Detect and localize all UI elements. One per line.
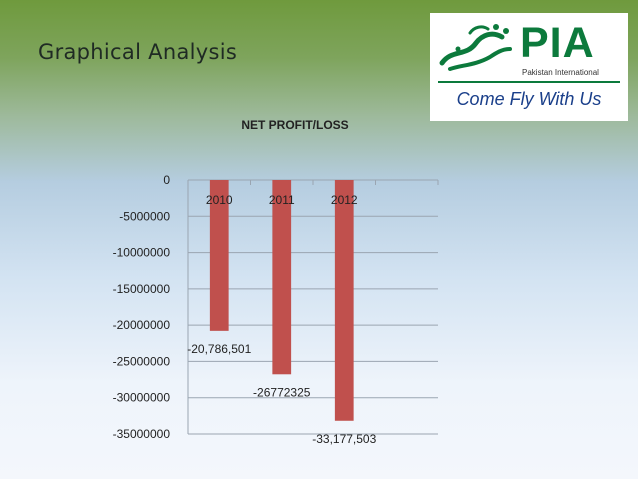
logo-name: PIA [520,19,595,67]
y-tick-label: -20000000 [113,318,171,332]
slide-title: Graphical Analysis [38,40,238,64]
logo-subtitle: Pakistan International [522,68,599,77]
pia-calligraphy-icon [439,24,512,71]
data-label: -33,177,503 [312,432,376,446]
pia-logo: PIA Pakistan International Come Fly With… [430,13,628,121]
data-label: -20,786,501 [187,342,251,356]
y-tick-label: -5000000 [119,209,170,223]
x-tick-label: 2010 [206,193,233,207]
y-tick-label: 0 [163,173,170,187]
x-tick-label: 2011 [269,193,295,207]
data-label: -26772325 [253,385,311,399]
x-tick-label: 2012 [331,193,358,207]
y-tick-label: -15000000 [113,282,171,296]
bar [334,180,354,421]
y-tick-label: -30000000 [113,391,171,405]
chart-title: NET PROFIT/LOSS [241,118,349,132]
y-tick-label: -25000000 [113,354,171,368]
bar [209,180,229,331]
y-tick-label: -35000000 [113,427,171,441]
y-tick-label: -10000000 [113,246,171,260]
logo-tagline: Come Fly With Us [456,89,602,109]
bar [272,180,292,375]
logo-divider [438,81,620,83]
